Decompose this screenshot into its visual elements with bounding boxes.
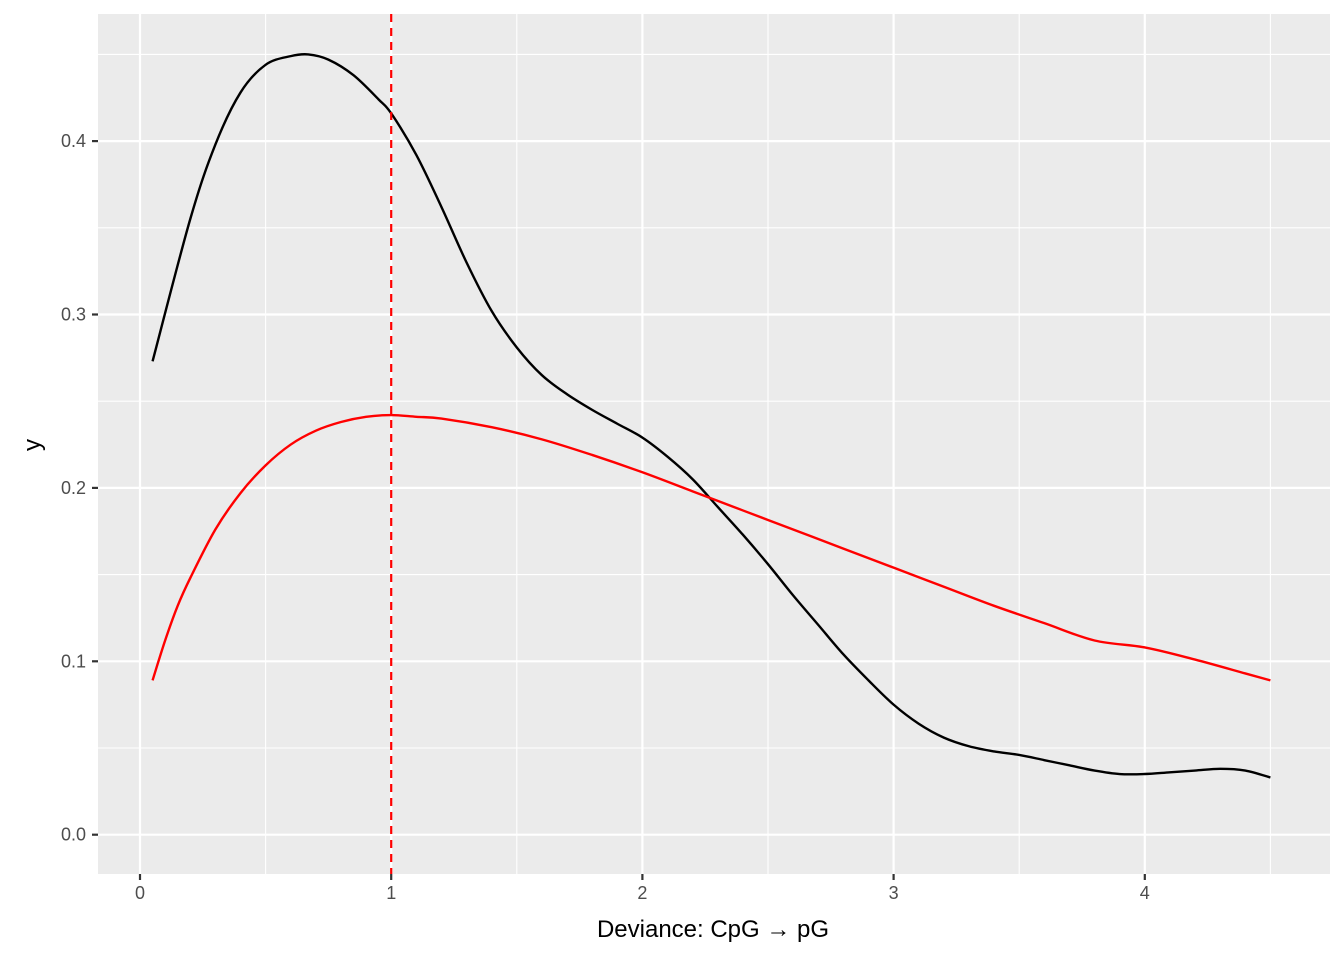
x-tick-label: 4: [1140, 883, 1150, 903]
y-tick-label: 0.0: [61, 825, 86, 845]
x-tick-labels: 0 1 2 3 4: [135, 883, 1150, 903]
y-tick-labels: 0.0 0.1 0.2 0.3 0.4: [61, 131, 86, 845]
y-tick-label: 0.1: [61, 651, 86, 671]
x-tick-label: 1: [386, 883, 396, 903]
minor-gridlines: [98, 14, 1330, 874]
x-axis-title: Deviance: CpG → pG: [597, 916, 829, 943]
x-tick-label: 2: [637, 883, 647, 903]
plot-panel: [98, 14, 1330, 874]
y-axis-title: y: [19, 439, 46, 451]
y-tick-label: 0.3: [61, 305, 86, 325]
series-layer: [151, 52, 1271, 779]
density-line-1: [151, 52, 1271, 779]
y-tick-label: 0.2: [61, 478, 86, 498]
major-gridlines: [98, 14, 1330, 874]
x-tick-label: 3: [889, 883, 899, 903]
y-tick-label: 0.4: [61, 131, 86, 151]
x-tick-label: 0: [135, 883, 145, 903]
axis-ticks: [92, 140, 1146, 880]
density-line-2: [151, 413, 1271, 682]
